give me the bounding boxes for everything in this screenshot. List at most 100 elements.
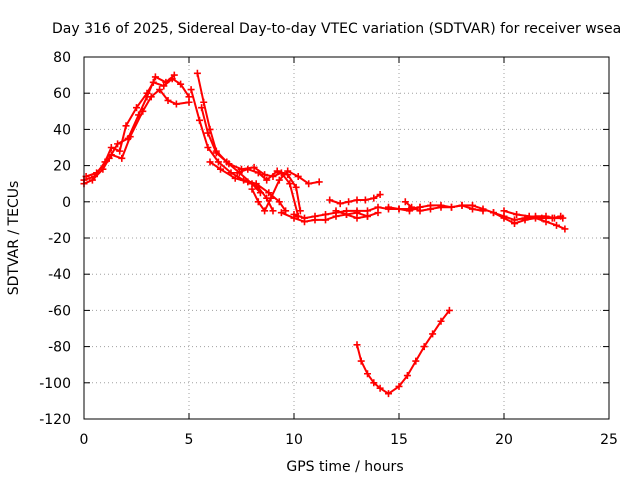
chart-title: Day 316 of 2025, Sidereal Day-to-day VTE… [52, 21, 621, 37]
data-point [427, 205, 434, 213]
series-sat-e [187, 86, 290, 215]
data-point [170, 71, 178, 79]
data-point [107, 144, 115, 151]
data-point [275, 176, 283, 184]
data-point [385, 203, 392, 211]
data-point [214, 158, 222, 166]
data-point [553, 221, 560, 229]
y-tick-label: 80 [53, 50, 71, 66]
y-tick-label: 40 [53, 122, 71, 138]
data-point [164, 96, 172, 104]
y-tick-label: -60 [48, 303, 71, 319]
x-tick-label: 15 [390, 432, 408, 448]
data-point [408, 203, 416, 211]
data-point [185, 98, 193, 106]
data-point [322, 210, 329, 218]
data-point [364, 370, 371, 378]
data-point [353, 341, 361, 349]
data-point [206, 158, 214, 166]
series-sat-m [332, 207, 382, 222]
data-point [479, 207, 487, 215]
data-point [311, 212, 319, 220]
data-point [244, 165, 252, 173]
data-point [231, 174, 239, 182]
series-layer [80, 69, 569, 398]
data-point [204, 144, 212, 151]
data-point [305, 180, 313, 188]
y-tick-label: 0 [62, 195, 71, 211]
data-point [403, 372, 411, 380]
data-point [151, 73, 159, 81]
data-point [277, 209, 285, 217]
data-point [217, 165, 224, 173]
data-point [376, 384, 384, 392]
axes [83, 56, 610, 420]
data-point [263, 176, 271, 184]
series-line [85, 74, 176, 178]
data-point [500, 214, 508, 222]
data-point [296, 207, 304, 215]
x-axis-label: GPS time / hours [286, 459, 403, 475]
data-point [93, 169, 101, 177]
data-point [133, 104, 140, 112]
data-point [343, 210, 350, 218]
data-point [269, 207, 277, 215]
series-sat-g [206, 158, 277, 215]
data-point [315, 178, 323, 186]
data-point [370, 379, 378, 387]
series-sat-i [248, 167, 323, 215]
data-point [254, 183, 262, 191]
x-tick-label: 20 [495, 432, 513, 448]
data-point [198, 104, 206, 112]
data-point [172, 100, 180, 108]
data-point [286, 180, 294, 188]
data-point [294, 172, 302, 180]
data-point [196, 116, 203, 124]
series-sat-c [82, 71, 178, 180]
data-point [385, 390, 392, 398]
data-point [212, 149, 220, 157]
data-point [542, 218, 550, 226]
data-point [416, 207, 424, 215]
x-tick-label: 25 [600, 432, 618, 448]
data-point [357, 357, 365, 365]
data-point [525, 212, 533, 220]
tick-labels: 0 5 10 15 20 25 -120 -100 -80 -60 -40 -20 0 20 40 60 80 [39, 50, 618, 448]
data-point [445, 306, 453, 314]
y-tick-label: -100 [39, 376, 71, 392]
data-point [500, 207, 508, 215]
data-point [290, 210, 298, 218]
data-point [114, 140, 122, 148]
data-point [284, 167, 292, 175]
grid-lines [84, 57, 609, 419]
data-point [429, 330, 437, 338]
data-point [364, 212, 371, 220]
data-point [265, 189, 273, 197]
data-point [244, 178, 252, 186]
y-axis-label: SDTVAR / TECUs [6, 181, 22, 296]
data-point [233, 169, 241, 177]
y-tick-label: -120 [39, 412, 71, 428]
data-point [361, 196, 369, 204]
data-point [370, 194, 378, 202]
data-point [561, 225, 569, 233]
x-tick-label: 0 [80, 432, 89, 448]
data-point [437, 317, 445, 325]
data-point [301, 214, 308, 222]
data-point [292, 183, 300, 191]
data-point [395, 382, 403, 390]
data-point [248, 185, 256, 193]
data-point [469, 205, 476, 213]
data-point [353, 207, 361, 215]
data-point [187, 86, 195, 94]
x-tick-label: 5 [185, 432, 194, 448]
data-point [204, 129, 212, 137]
data-point [254, 198, 262, 206]
data-point [200, 98, 208, 106]
data-point [511, 220, 518, 228]
data-point [143, 93, 151, 101]
data-point [135, 111, 143, 119]
series-line [190, 88, 287, 212]
series-sat-r [353, 306, 453, 398]
data-point [177, 80, 185, 88]
